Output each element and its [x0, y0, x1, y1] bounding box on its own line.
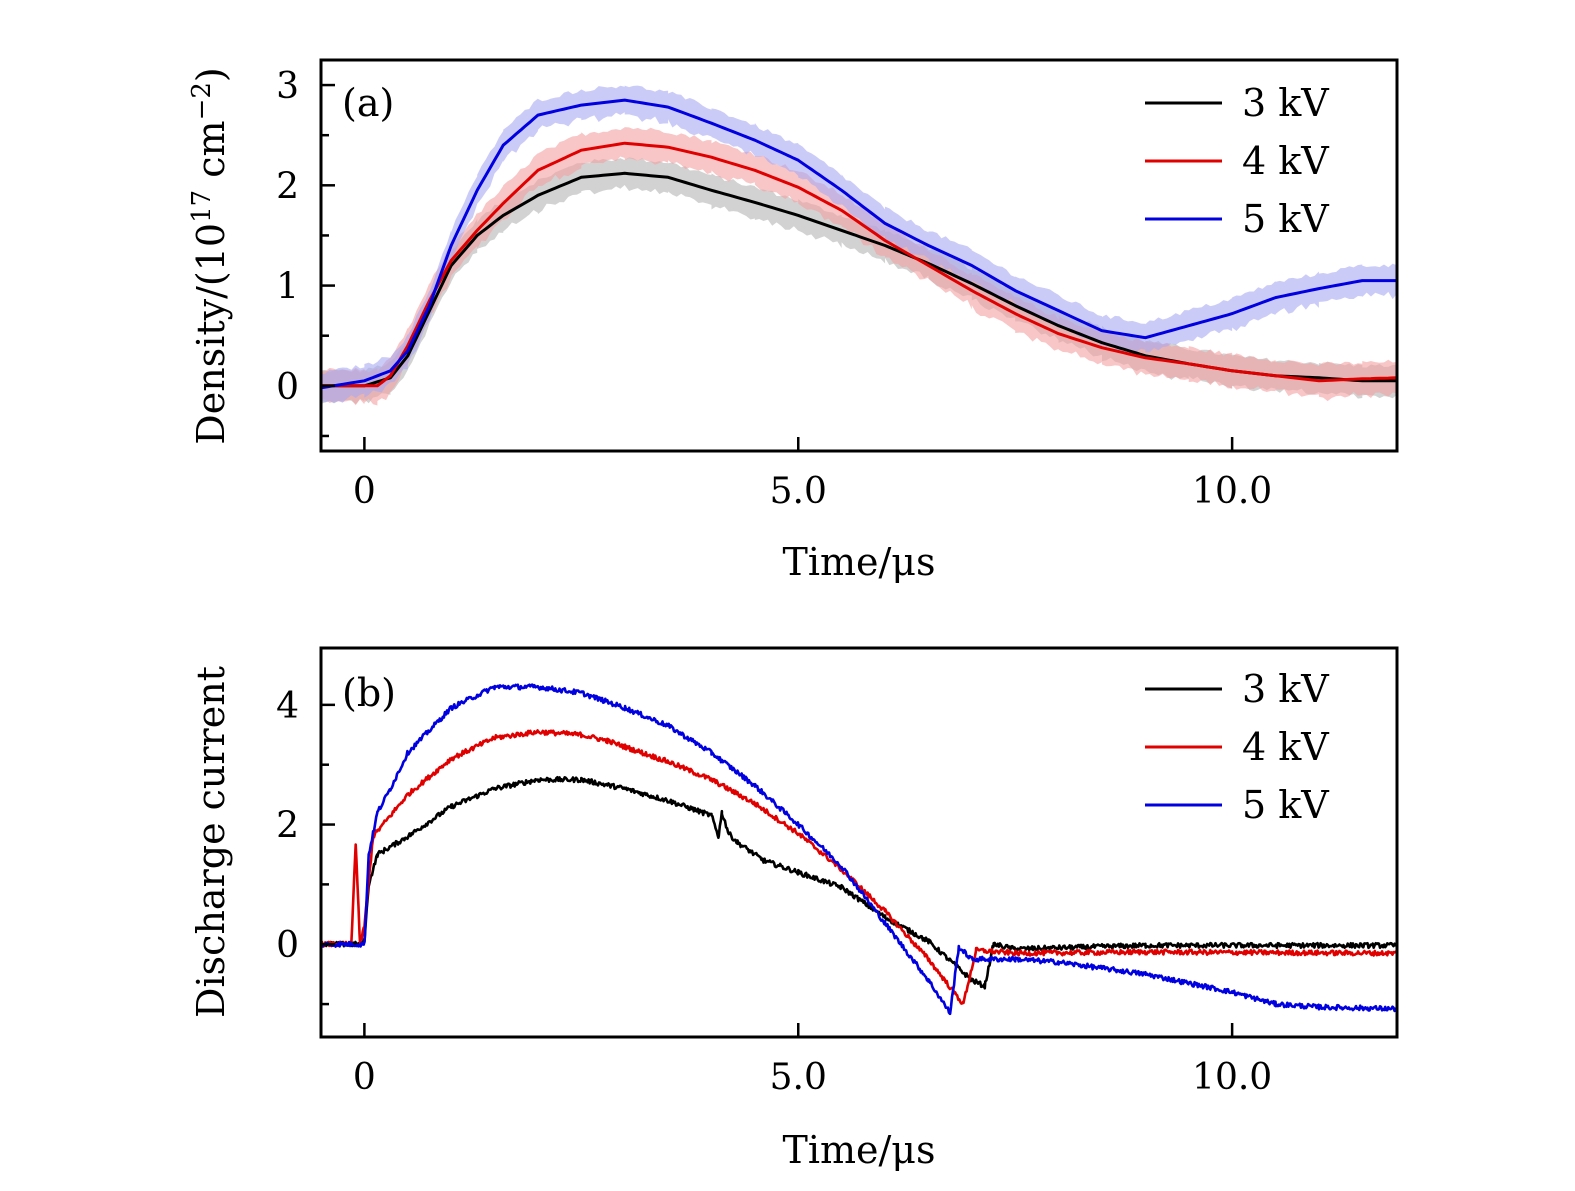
panel-b-frame	[319, 646, 1399, 1039]
x-tick-label: 10.0	[1192, 1057, 1272, 1098]
panel-a-density: 0 5.0 10.0 0 1 2 3 (a) Time/μs Density/(1017 c…	[187, 58, 1399, 584]
panel-a-y-axis-title: Density/(1017 cm−2)	[187, 67, 233, 444]
panel-b-legend: 3 kV 4 kV 5 kV	[1145, 667, 1329, 827]
legend-item: 4 kV	[1145, 139, 1329, 183]
x-tick-label: 0	[353, 471, 376, 512]
series-line-4-kv	[321, 141, 1397, 388]
x-tick-label: 5.0	[770, 1057, 827, 1098]
panel-a-frame	[319, 58, 1399, 453]
panel-a-lines	[321, 98, 1397, 390]
legend-label: 4 kV	[1242, 725, 1329, 769]
plot-frame	[319, 58, 1399, 453]
y-tick-label: 2	[276, 806, 299, 847]
legend-item: 5 kV	[1145, 783, 1329, 827]
legend-label: 3 kV	[1242, 667, 1329, 711]
y-tick-label: 1	[276, 267, 299, 308]
panel-b-x-axis-title: Time/μs	[782, 1128, 935, 1172]
panel-b-discharge-current: 0 5.0 10.0 0 2 4 (b) Time/μs Discharge curren…	[189, 646, 1399, 1172]
y-tick-label: 0	[276, 925, 299, 966]
y-tick-label: 3	[276, 66, 299, 107]
legend-label: 5 kV	[1242, 197, 1329, 241]
panel-b-lines	[321, 683, 1397, 1016]
panel-a-bands	[321, 85, 1397, 406]
legend-item: 3 kV	[1145, 81, 1329, 125]
panel-b-ticks: 0 5.0 10.0 0 2 4	[276, 686, 1272, 1098]
x-tick-label: 0	[353, 1057, 376, 1098]
x-tick-label: 10.0	[1192, 471, 1272, 512]
panel-a-label: (a)	[342, 81, 394, 125]
band-5-kv	[321, 85, 1397, 403]
panel-a-ticks: 0 5.0 10.0 0 1 2 3	[276, 66, 1272, 512]
series-line-5-kv	[321, 683, 1397, 1016]
legend-item: 5 kV	[1145, 197, 1329, 241]
x-tick-label: 5.0	[770, 471, 827, 512]
legend-item: 4 kV	[1145, 725, 1329, 769]
panel-b-label: (b)	[342, 671, 396, 715]
series-line-5-kv	[321, 98, 1397, 390]
y-tick-label: 0	[276, 367, 299, 408]
panel-b-y-axis-title: Discharge current	[189, 666, 233, 1018]
legend-label: 5 kV	[1242, 783, 1329, 827]
y-tick-label: 2	[276, 166, 299, 207]
panel-a-x-axis-title: Time/μs	[782, 540, 935, 584]
legend-label: 4 kV	[1242, 139, 1329, 183]
series-line-3-kv	[321, 775, 1397, 990]
panel-a-legend: 3 kV 4 kV 5 kV	[1145, 81, 1329, 241]
legend-label: 3 kV	[1242, 81, 1329, 125]
legend-item: 3 kV	[1145, 667, 1329, 711]
series-line-4-kv	[321, 729, 1397, 1005]
plot-frame	[319, 646, 1399, 1039]
y-tick-label: 4	[276, 686, 299, 727]
